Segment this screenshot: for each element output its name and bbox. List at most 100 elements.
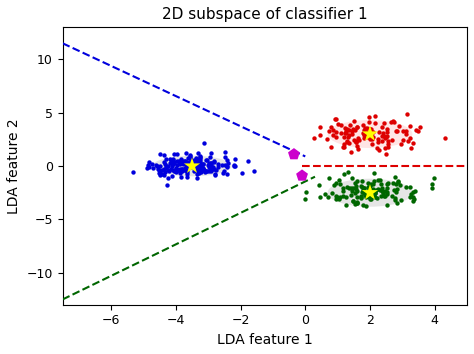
Point [393, 186, 401, 192]
Point [160, 166, 168, 172]
Point [161, 159, 168, 165]
Point [349, 199, 356, 204]
Point [195, 163, 203, 169]
Point [208, 160, 215, 166]
Point [344, 135, 352, 140]
Point [223, 164, 231, 170]
Point [195, 158, 202, 164]
Point [325, 176, 332, 181]
Point [428, 185, 436, 191]
Point [441, 135, 448, 141]
Point [358, 184, 365, 190]
Point [353, 200, 361, 206]
Point [374, 177, 382, 183]
Point [144, 162, 151, 168]
Point [238, 170, 246, 176]
Point [389, 137, 396, 143]
Point [378, 188, 386, 194]
Point [209, 164, 217, 170]
Point [365, 115, 373, 120]
Point [393, 201, 401, 206]
Point [171, 168, 178, 174]
Point [196, 159, 204, 165]
Point [166, 156, 173, 162]
Point [348, 188, 356, 194]
Point [194, 161, 201, 167]
Point [346, 185, 353, 191]
Point [359, 131, 367, 136]
Point [177, 160, 184, 165]
Point [389, 193, 396, 199]
Point [403, 184, 410, 190]
Point [175, 159, 183, 164]
Point [352, 139, 359, 145]
Point [153, 163, 161, 169]
Point [369, 186, 377, 192]
Point [393, 128, 401, 134]
Point [365, 135, 373, 140]
Point [181, 165, 189, 171]
Point [316, 182, 323, 188]
Point [161, 169, 169, 175]
Point [362, 125, 369, 131]
Point [378, 133, 386, 139]
Point [148, 161, 156, 166]
Point [178, 160, 185, 166]
Point [170, 160, 177, 166]
Point [378, 193, 385, 199]
Point [379, 190, 386, 196]
Point [337, 182, 344, 187]
Point [190, 163, 198, 169]
Point [167, 158, 175, 163]
Point [224, 160, 232, 166]
Point [350, 137, 358, 143]
Point [187, 164, 194, 170]
Point [381, 145, 389, 151]
Point [333, 135, 340, 140]
Point [350, 119, 358, 124]
Point [342, 202, 350, 208]
Point [155, 170, 162, 176]
Point [218, 162, 226, 167]
Point [342, 129, 350, 134]
Point [366, 190, 374, 195]
Point [164, 176, 172, 181]
Point [170, 161, 177, 166]
Point [325, 128, 332, 134]
Point [365, 194, 373, 200]
Point [298, 173, 306, 178]
Point [207, 168, 215, 173]
Point [200, 167, 208, 172]
Point [165, 168, 173, 173]
Point [171, 168, 179, 173]
Point [332, 116, 340, 122]
Point [173, 158, 181, 164]
Point [219, 171, 227, 176]
Point [196, 155, 204, 160]
Point [370, 170, 377, 176]
Point [353, 188, 361, 194]
Point [412, 127, 420, 133]
Point [250, 168, 257, 173]
Point [316, 194, 323, 200]
Point [368, 181, 375, 187]
Point [164, 163, 172, 169]
Point [409, 140, 416, 146]
Point [170, 151, 177, 156]
Point [192, 156, 200, 162]
Point [347, 149, 355, 155]
Point [388, 119, 395, 125]
Point [383, 181, 391, 187]
Point [193, 164, 201, 170]
Point [170, 160, 178, 165]
Point [414, 129, 421, 134]
Point [174, 167, 182, 173]
Point [194, 161, 202, 167]
Point [339, 188, 347, 194]
Point [190, 169, 197, 174]
Point [210, 159, 218, 164]
Point [360, 127, 368, 133]
Point [212, 167, 220, 173]
Point [343, 184, 351, 190]
Point [355, 135, 362, 141]
